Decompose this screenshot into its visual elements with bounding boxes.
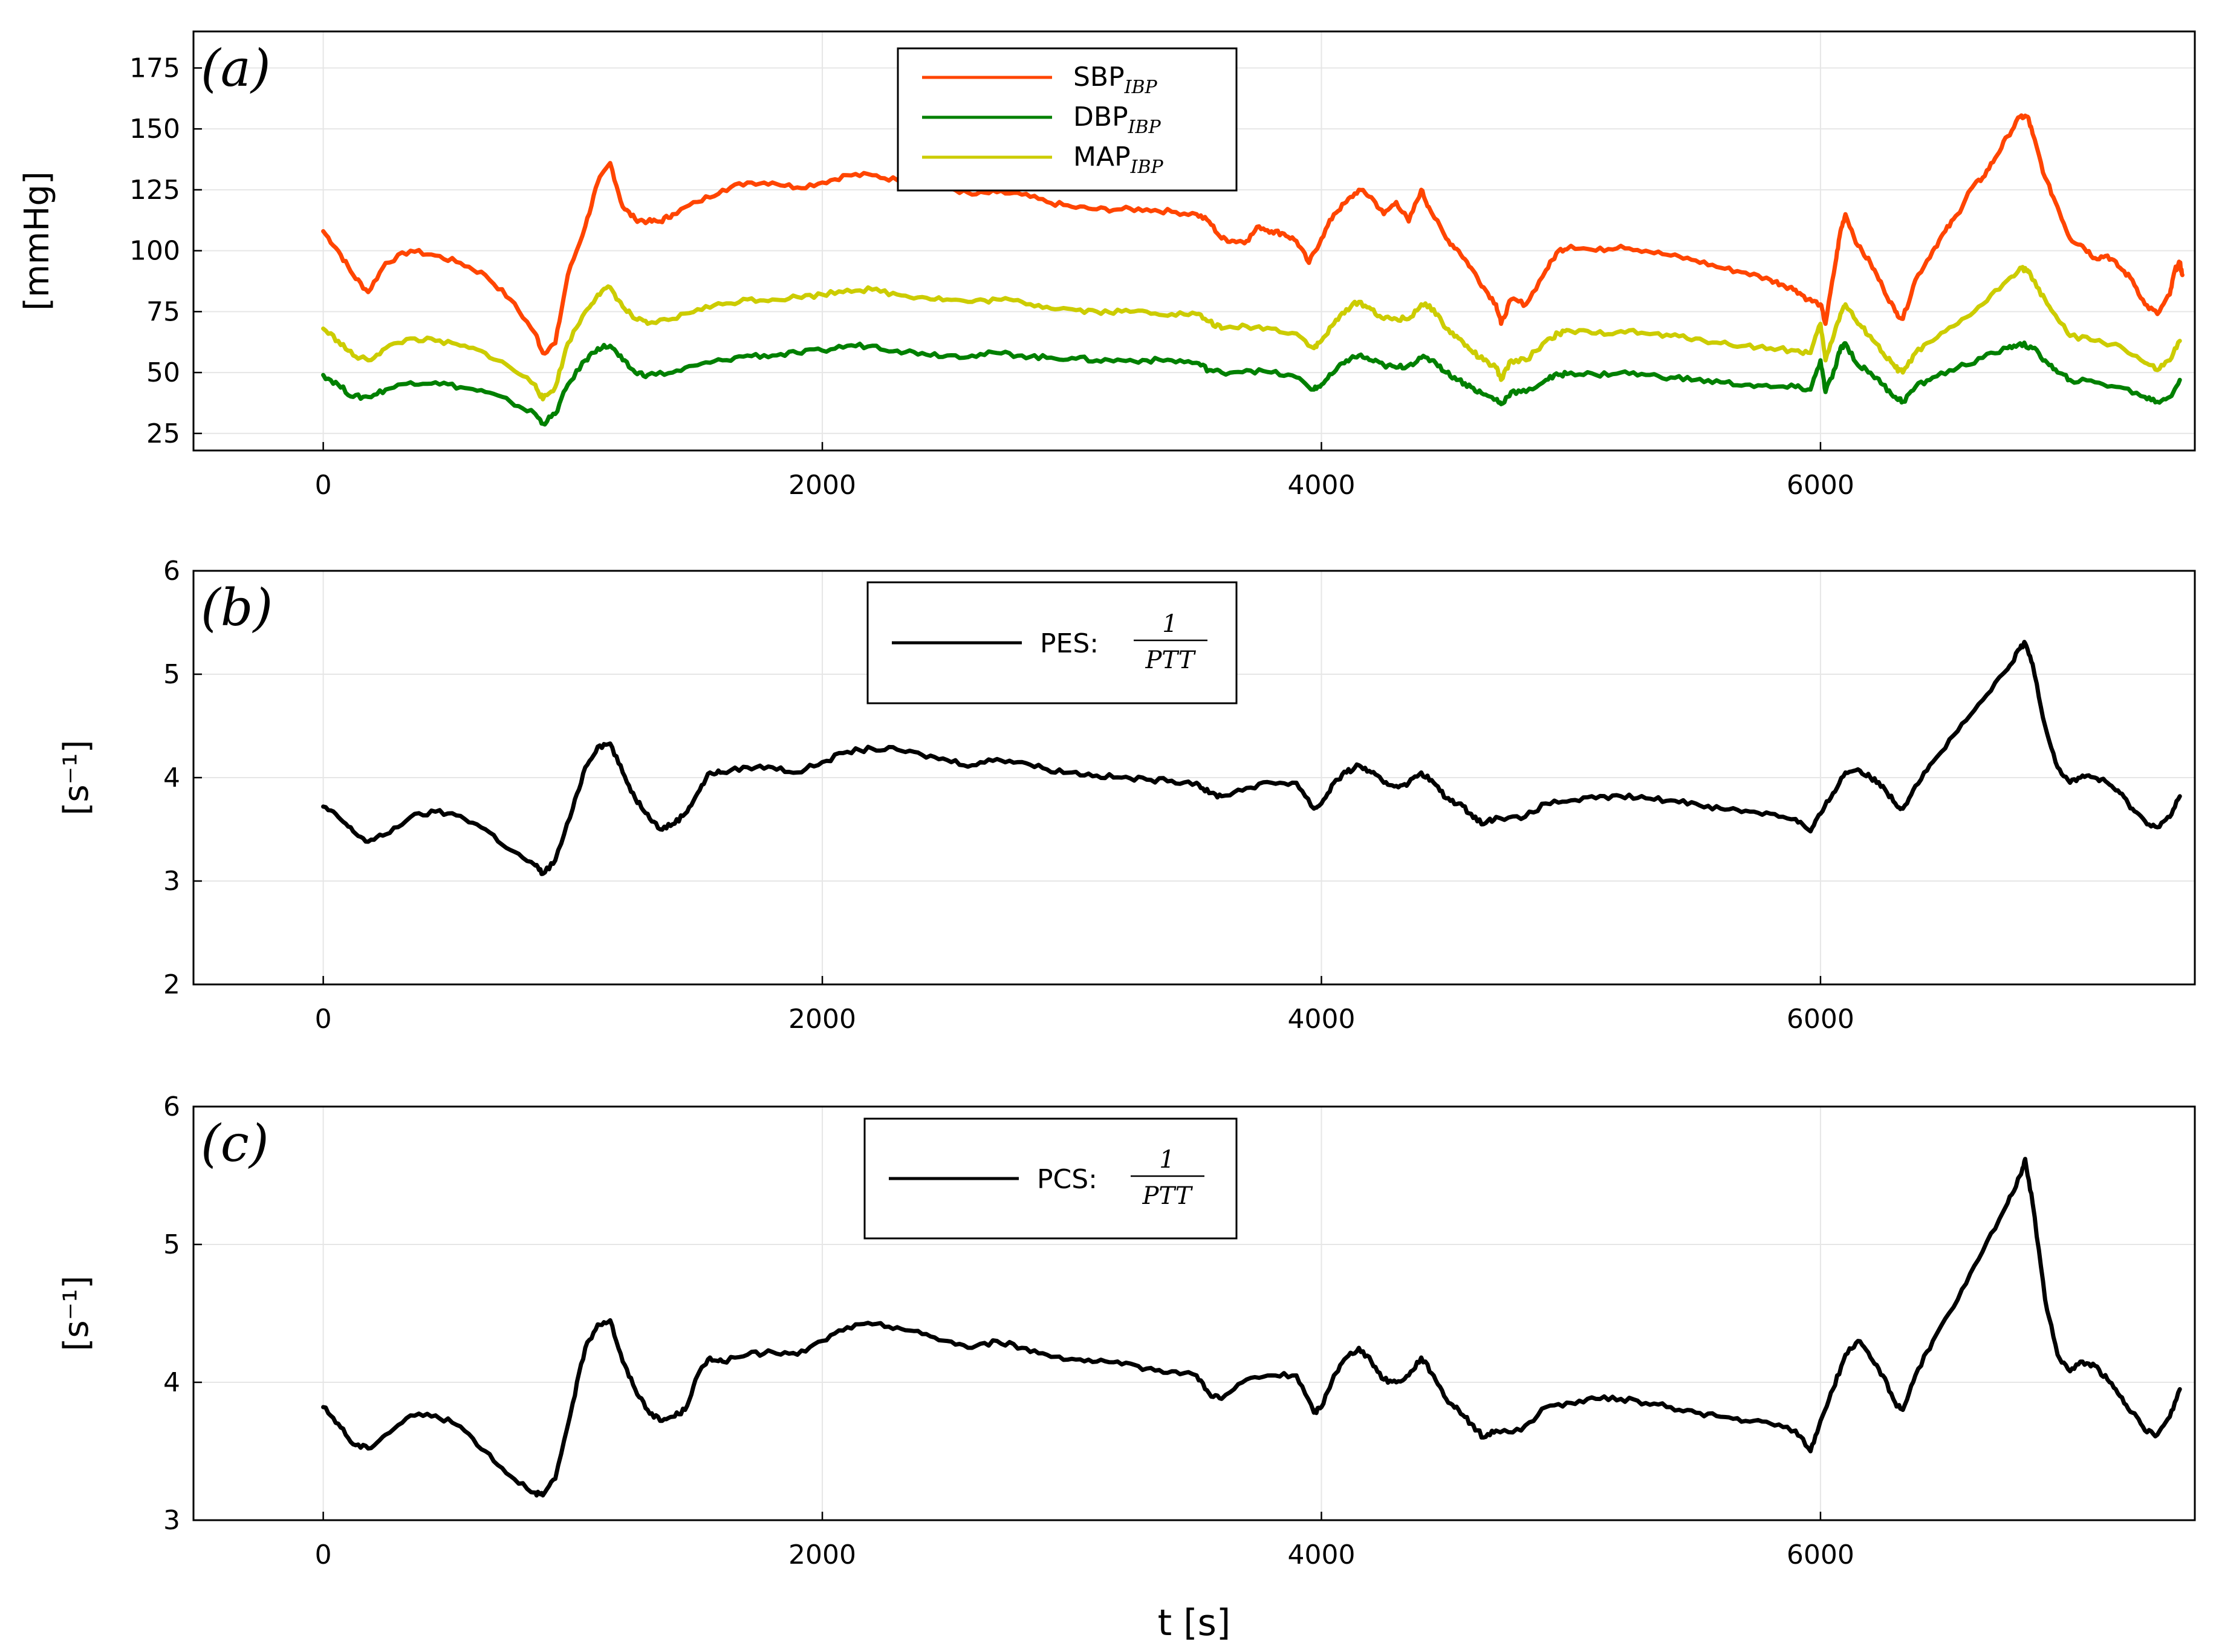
- y-tick-label: 175: [129, 53, 180, 83]
- legend-entry-subscript: IBP: [1128, 117, 1161, 138]
- y-axis-label: [s⁻¹]: [57, 1276, 96, 1351]
- y-tick-label: 125: [129, 175, 180, 206]
- legend-fraction-numerator: 1: [1162, 610, 1177, 638]
- y-tick-label: 2: [163, 969, 180, 1000]
- x-tick-label: 0: [315, 1004, 332, 1035]
- legend-fraction-numerator: 1: [1159, 1146, 1174, 1174]
- x-tick-label: 2000: [788, 1004, 856, 1035]
- x-tick-label: 4000: [1287, 470, 1355, 501]
- x-tick-label: 6000: [1787, 1540, 1854, 1570]
- legend-entry-name: MAP: [1073, 141, 1131, 172]
- legend-entry-subscript: IBP: [1124, 77, 1158, 98]
- legend-entry: DBPIBP: [1073, 102, 1161, 138]
- y-tick-label: 3: [163, 1505, 180, 1536]
- x-tick-label: 0: [315, 1540, 332, 1570]
- y-tick-label: 6: [163, 1091, 180, 1122]
- y-tick-label: 4: [163, 763, 180, 793]
- x-tick-label: 2000: [788, 470, 856, 501]
- y-axis-label: [mmHg]: [18, 171, 57, 310]
- panel-label: (c): [201, 1114, 269, 1173]
- series-line-pcs: [321, 1157, 2182, 1498]
- y-tick-label: 75: [146, 296, 180, 327]
- panel-a: 0 2000 4000 6000 25 50 75 100 125 150 175 [mmHg] (a)…: [18, 30, 2196, 501]
- legend-fraction-denominator: PTT: [1145, 646, 1196, 674]
- legend-fraction-denominator: PTT: [1142, 1182, 1193, 1210]
- y-axis-label: [s⁻¹]: [57, 740, 96, 816]
- legend-entry-name: PES:: [1040, 628, 1099, 659]
- y-tick-label: 100: [129, 236, 180, 267]
- y-tick-label: 4: [163, 1367, 180, 1398]
- legend-entry: SBPIBP: [1073, 62, 1158, 98]
- legend: PES: 1 PTT: [866, 581, 1238, 704]
- series-group: [321, 640, 2182, 876]
- y-tick-label: 6: [163, 556, 180, 587]
- panel-c: 0 2000 4000 6000 3 4 5 6 [s⁻¹] t [s] (c) PCS: 1 PTT: [57, 1091, 2196, 1644]
- x-tick-label: 6000: [1787, 1004, 1854, 1035]
- y-tick-label: 25: [146, 418, 180, 449]
- y-tick-label: 5: [163, 1229, 180, 1260]
- legend-entry-subscript: IBP: [1130, 157, 1164, 178]
- legend-entry-name: DBP: [1073, 102, 1128, 132]
- series-line-map: [321, 265, 2182, 402]
- y-tick-label: 150: [129, 114, 180, 145]
- legend: PCS: 1 PTT: [863, 1117, 1238, 1240]
- x-tick-label: 0: [315, 470, 332, 501]
- x-tick-label: 4000: [1287, 1004, 1355, 1035]
- x-tick-label: 4000: [1287, 1540, 1355, 1570]
- plot-frame: [192, 30, 2196, 452]
- y-tick-label: 5: [163, 659, 180, 690]
- series-group: [321, 113, 2185, 427]
- x-tick-label: 2000: [788, 1540, 856, 1570]
- legend-entry-name: SBP: [1073, 62, 1125, 93]
- y-tick-label: 50: [146, 357, 180, 388]
- legend-entry: MAPIBP: [1073, 141, 1164, 178]
- series-group: [321, 1157, 2182, 1498]
- panel-label: (b): [201, 578, 273, 637]
- series-line-pes: [321, 640, 2182, 876]
- panel-b: 0 2000 4000 6000 2 3 4 5 6 [s⁻¹] (b) PES: 1 PTT: [57, 556, 2196, 1035]
- legend-entry-name: PCS:: [1037, 1164, 1097, 1195]
- x-axis-label: t [s]: [1158, 1602, 1231, 1644]
- series-line-sbp: [321, 113, 2185, 356]
- y-tick-label: 3: [163, 866, 180, 897]
- x-tick-label: 6000: [1787, 470, 1854, 501]
- series-line-dbp: [321, 340, 2182, 427]
- plot-frame: [192, 1105, 2196, 1521]
- panel-label: (a): [201, 39, 271, 98]
- legend-frame: [897, 47, 1238, 192]
